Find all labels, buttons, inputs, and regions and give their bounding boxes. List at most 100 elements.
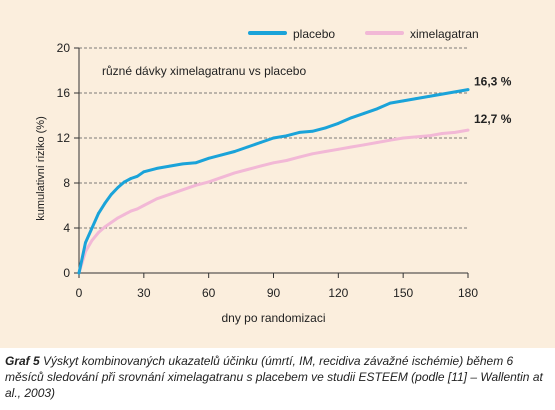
data-point-ximelagatran [311,152,314,156]
data-point-placebo [414,97,418,101]
end-value-label-ximelagatran: 12,7 % [474,112,512,126]
data-point-placebo [122,180,126,184]
data-point-placebo [77,271,81,275]
data-point-ximelagatran [181,188,185,192]
data-point-placebo [401,99,405,103]
data-point-ximelagatran [401,136,405,140]
data-point-ximelagatran [155,197,159,201]
data-point-ximelagatran [323,150,327,153]
data-point-ximelagatran [414,135,418,139]
x-tick-label: 60 [202,286,216,300]
data-point-ximelagatran [116,216,120,220]
data-point-placebo [375,107,379,111]
x-tick-label: 180 [458,286,478,300]
y-tick-label: 8 [63,176,70,190]
y-tick-label: 20 [57,41,71,55]
data-point-ximelagatran [336,147,340,151]
data-point-ximelagatran [142,204,146,207]
data-point-placebo [103,201,107,205]
x-tick-label: 0 [76,286,83,300]
data-point-placebo [388,101,392,105]
labels: 0 4 8 12 16 20 0 30 60 90 120 150 180 dny po randomiz… [35,41,512,325]
data-point-placebo [97,211,100,215]
data-point-placebo [155,166,159,170]
data-point-placebo [194,161,198,165]
y-axis-label: kumulativní riziko (%) [35,116,47,221]
figure-caption: Graf 5 Výskyt kombinovaných ukazatelů úč… [5,353,550,401]
data-point-placebo [246,145,249,149]
data-point-placebo [311,129,314,133]
data-point-placebo [298,130,301,134]
data-point-placebo [181,162,185,166]
series [77,88,470,275]
data-point-placebo [129,177,133,180]
caption-label: Graf 5 [5,354,40,368]
data-point-placebo [453,90,457,94]
line-chart: 0 4 8 12 16 20 0 30 60 90 120 150 180 dny po randomiz… [35,27,512,325]
data-point-placebo [272,136,275,140]
data-point-ximelagatran [194,183,198,187]
legend-label-ximelagatran: ximelagatran [410,27,479,41]
data-point-ximelagatran [453,130,457,134]
data-point-placebo [259,141,262,144]
data-point-ximelagatran [90,238,94,242]
data-point-placebo [349,116,353,120]
data-point-ximelagatran [220,175,224,179]
x-tick-label: 90 [267,286,281,300]
series-line-ximelagatran [77,128,470,275]
data-point-ximelagatran [272,161,275,165]
end-value-label-placebo: 16,3 % [474,75,512,89]
data-point-ximelagatran [440,132,444,135]
data-point-ximelagatran [135,207,139,211]
data-point-ximelagatran [375,141,379,144]
data-point-placebo [466,88,470,92]
data-point-ximelagatran [427,134,431,138]
chart-panel [0,0,555,348]
axes [74,47,469,278]
data-point-ximelagatran [122,213,126,216]
data-point-ximelagatran [259,164,262,168]
data-point-placebo [207,156,211,160]
data-point-placebo [84,241,87,245]
data-point-placebo [323,126,327,130]
data-point-placebo [135,174,139,178]
legend: placebo ximelagatran [248,27,479,41]
data-point-ximelagatran [103,225,107,229]
data-point-placebo [427,94,431,98]
series-line-placebo [77,88,470,275]
x-tick-label: 120 [328,286,348,300]
x-tick-label: 30 [137,286,151,300]
x-axis-label: dny po randomizaci [221,311,325,325]
data-point-ximelagatran [207,180,211,184]
chart-subtitle: různé dávky ximelagatranu vs placebo [102,64,306,78]
caption-text: Výskyt kombinovaných ukazatelů účinku (ú… [5,354,543,400]
y-tick-label: 12 [57,131,71,145]
data-point-placebo [110,192,113,196]
data-point-ximelagatran [129,209,133,213]
data-point-ximelagatran [285,159,288,162]
data-point-placebo [362,111,366,115]
data-point-placebo [285,134,288,138]
data-point-placebo [142,170,146,174]
data-point-placebo [336,121,340,125]
data-point-placebo [220,153,224,157]
data-point-ximelagatran [233,171,237,175]
data-point-ximelagatran [298,155,301,159]
data-point-ximelagatran [97,231,100,234]
data-point-ximelagatran [362,143,366,147]
data-point-placebo [440,92,444,96]
y-tick-label: 0 [63,266,70,280]
data-point-placebo [90,226,94,230]
data-point-placebo [168,164,172,168]
x-tick-label: 150 [393,286,413,300]
data-point-ximelagatran [388,138,392,142]
data-point-placebo [116,186,120,189]
y-tick-label: 16 [57,86,71,100]
data-point-ximelagatran [466,128,470,132]
data-point-ximelagatran [110,220,113,224]
data-point-ximelagatran [168,192,172,196]
data-point-ximelagatran [349,145,353,149]
data-point-ximelagatran [246,168,249,171]
y-tick-label: 4 [63,221,70,235]
data-point-placebo [233,150,237,153]
